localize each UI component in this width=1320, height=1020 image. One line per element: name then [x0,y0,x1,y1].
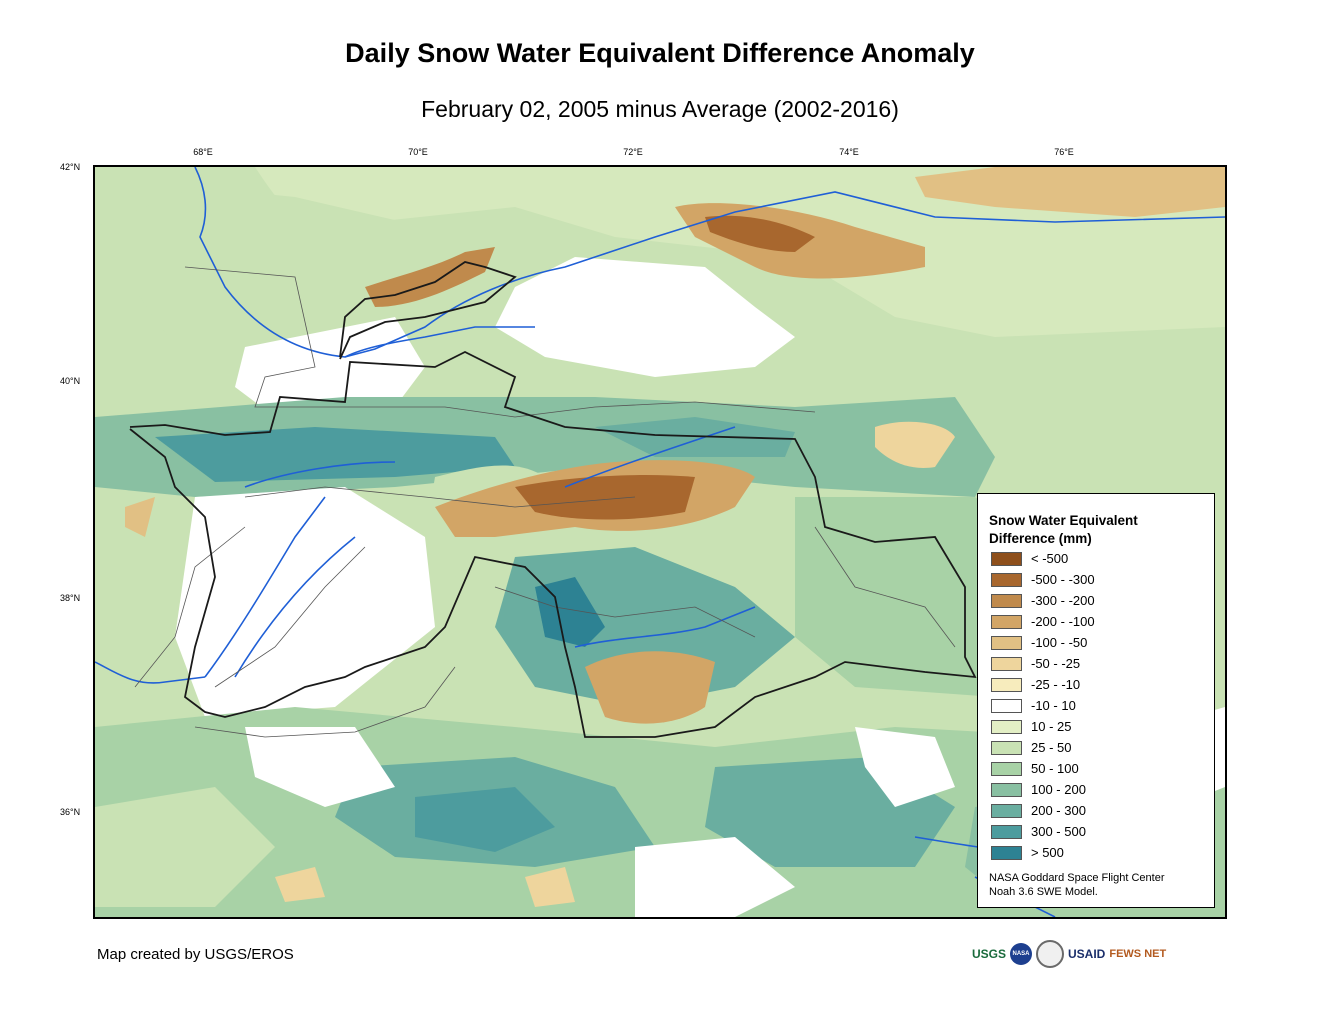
legend-swatch [991,741,1022,755]
swe-zone-negative [585,651,715,724]
legend-swatch [991,825,1022,839]
lat-tick-label: 38°N [60,593,81,603]
partner-logos: USGS NASA USAID FEWS NET [972,939,1166,969]
legend-title: Snow Water Equivalent Difference (mm) [989,513,1138,546]
swe-zone-neutral [635,837,795,917]
legend-swatch [991,783,1022,797]
country-boundary [129,350,977,738]
legend-swatch [991,615,1022,629]
river [194,167,1225,358]
swe-zone-neutral [495,257,795,377]
legend-credit-line: Noah 3.6 SWE Model. [989,886,1098,898]
swe-zone-negative [915,167,1225,217]
admin-boundary [184,266,335,408]
lon-tick-label: 72°E [623,147,643,157]
admin-boundary [244,486,636,508]
admin-boundary [134,526,246,688]
swe-field [95,167,1225,917]
admin-boundary [335,401,816,418]
swe-zone-positive-low [95,787,275,907]
legend-label: 300 - 500 [1031,824,1086,839]
swe-zone-neutral [175,487,435,717]
seal-logo [1036,940,1065,968]
map-frame[interactable] [93,165,1227,919]
country-boundary [339,261,517,360]
lon-tick-label: 74°E [839,147,859,157]
swe-zone-negative-low [275,867,325,902]
legend: Snow Water Equivalent Difference (mm) < … [977,493,1215,908]
swe-zone-negative-low [875,421,955,468]
map-canvas [95,167,1225,917]
admin-boundary [814,526,956,648]
swe-zone-negative-low [525,867,575,907]
country-boundaries [129,261,977,738]
admin-boundary [494,586,756,638]
legend-label: 10 - 25 [1031,719,1072,734]
legend-label: -100 - -50 [1031,635,1088,650]
river [204,496,326,678]
legend-label: 25 - 50 [1031,740,1072,755]
river [564,426,736,488]
swe-zone-positive-low [95,187,475,397]
nasa-logo[interactable]: NASA [1010,943,1033,965]
swe-zone-positive-low [95,167,1225,337]
swe-zone-neutral [245,727,395,807]
legend-swatch [991,636,1022,650]
river [244,461,396,488]
legend-swatch [991,720,1022,734]
map-credit: Map created by USGS/EROS [97,946,294,963]
legend-label: -300 - -200 [1031,593,1095,608]
legend-label: 100 - 200 [1031,782,1086,797]
swe-zone-negative [365,247,495,307]
river [574,606,756,648]
lon-tick-label: 76°E [1054,147,1074,157]
legend-swatch [991,699,1022,713]
swe-zone-neutral [855,727,955,807]
legend-label: -10 - 10 [1031,698,1076,713]
swe-zone-positive-high [415,787,555,852]
lat-tick-label: 40°N [60,376,81,386]
swe-zone-neutral [235,317,425,417]
swe-zone-positive-high [155,427,515,482]
legend-credit: NASA Goddard Space Flight Center Noah 3.… [989,871,1164,899]
admin-boundary [194,666,456,738]
legend-label: -50 - -25 [1031,656,1081,671]
legend-swatch [991,552,1022,566]
legend-swatch [991,573,1022,587]
legend-swatch [991,594,1022,608]
legend-credit-line: NASA Goddard Space Flight Center [989,872,1165,884]
usgs-logo[interactable]: USGS [972,947,1007,961]
swe-zone-negative-high [705,215,815,252]
legend-label: < -500 [1031,551,1069,566]
legend-label: 50 - 100 [1031,761,1079,776]
usaid-logo[interactable]: USAID [1068,947,1106,961]
map-title: Daily Snow Water Equivalent Difference A… [345,38,975,68]
legend-swatch [991,657,1022,671]
river [344,326,535,358]
river [234,536,356,678]
admin-boundaries-minor [134,266,956,738]
lat-tick-label: 42°N [60,162,81,172]
legend-swatch [991,762,1022,776]
legend-label: > 500 [1031,845,1064,860]
lat-tick-label: 36°N [60,807,81,817]
lon-tick-label: 68°E [193,147,213,157]
legend-label: -25 - -10 [1031,677,1081,692]
fews-net-logo[interactable]: FEWS NET [1109,948,1167,960]
swe-zone-negative-high [515,475,695,520]
legend-swatch [991,804,1022,818]
legend-label: -500 - -300 [1031,572,1095,587]
legend-label: 200 - 300 [1031,803,1086,818]
legend-swatch [991,678,1022,692]
river [95,661,206,684]
lon-tick-label: 70°E [408,147,428,157]
legend-label: -200 - -100 [1031,614,1095,629]
swe-zone-negative-low [125,497,155,537]
legend-swatch [991,846,1022,860]
map-subtitle: February 02, 2005 minus Average (2002-20… [421,96,899,122]
admin-boundary [214,546,366,688]
